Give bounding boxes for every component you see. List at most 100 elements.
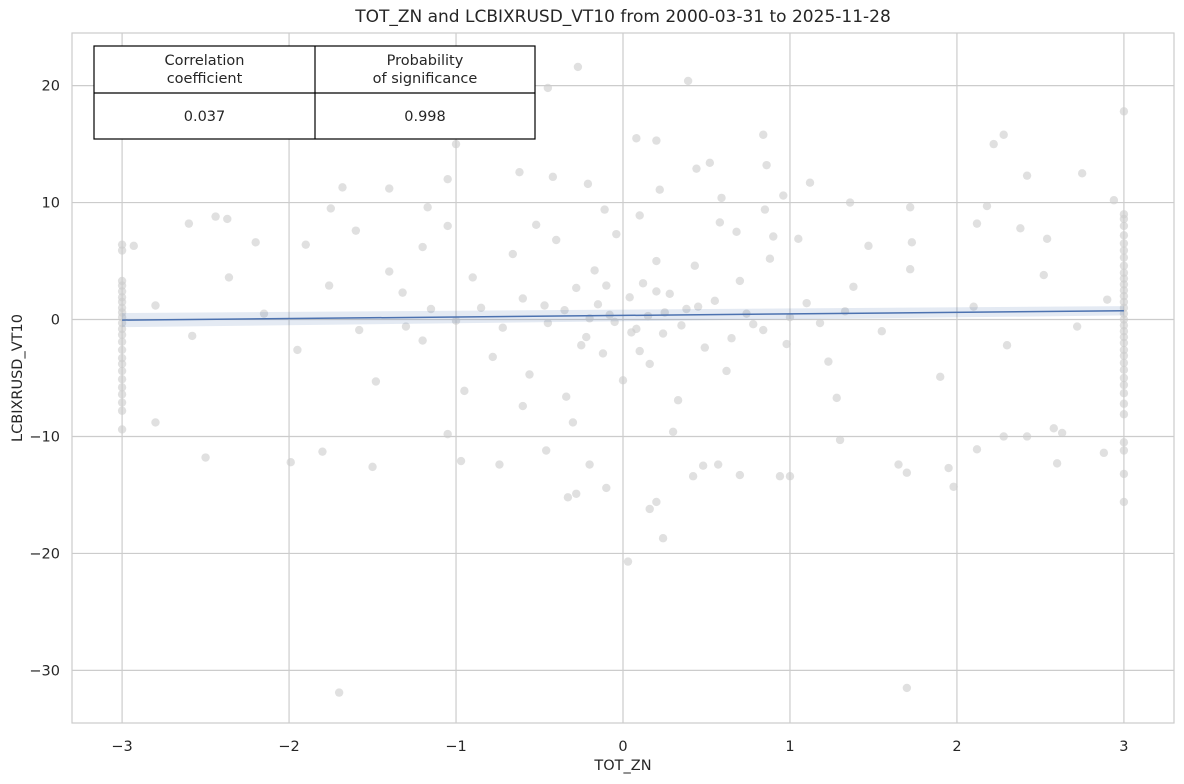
scatter-point [293, 345, 302, 355]
scatter-point [1119, 239, 1129, 248]
scatter-point [668, 427, 678, 436]
scatter-point [623, 557, 633, 566]
scatter-point [949, 482, 958, 491]
scatter-point [495, 460, 504, 469]
scatter-point [443, 174, 452, 184]
scatter-point [782, 339, 791, 349]
scatter-point [612, 229, 621, 239]
scatter-point [117, 366, 127, 376]
x-tick-label: 2 [952, 739, 961, 755]
y-tick-label: −10 [29, 429, 60, 445]
scatter-point [117, 281, 127, 290]
scatter-point [1119, 221, 1129, 231]
scatter-point [488, 352, 497, 362]
scatter-point [540, 301, 549, 310]
scatter-point [451, 316, 461, 325]
scatter-point [1103, 295, 1112, 304]
scatter-point [652, 287, 661, 296]
x-tick-label: −3 [111, 739, 132, 755]
regression-fit [122, 306, 1124, 328]
scatter-point [972, 219, 982, 228]
scatter-point [1119, 399, 1129, 408]
scatter-point [775, 472, 785, 481]
stats-table: Correlation coefficient Probability of sign… [93, 45, 536, 140]
scatter-point [989, 139, 998, 149]
scatter-point [735, 276, 745, 286]
scatter-point [1119, 327, 1129, 336]
scatter-point [572, 489, 581, 498]
scatter-point [794, 234, 803, 244]
scatter-point [602, 281, 611, 290]
scatter-point [645, 504, 654, 514]
scatter-point [638, 279, 648, 288]
scatter-point [693, 302, 703, 311]
scatter-point [117, 312, 127, 322]
scatter-point [759, 325, 768, 335]
scatter-point [385, 267, 394, 276]
scatter-point [117, 297, 127, 307]
scatter-point [211, 212, 220, 221]
scatter-point [476, 303, 486, 313]
scatter-point [548, 172, 558, 182]
scatter-point [802, 298, 811, 308]
scatter-point [1119, 297, 1129, 307]
scatter-point [759, 130, 768, 139]
scatter-point [117, 345, 127, 355]
scatter-point [518, 401, 528, 411]
scatter-point [324, 281, 334, 290]
table-header: Correlation coefficient [165, 53, 245, 87]
scatter-point [583, 179, 593, 189]
scatter-point [1119, 351, 1129, 360]
scatter-point [982, 201, 992, 211]
scatter-point [1039, 270, 1048, 280]
scatter-point [117, 287, 127, 296]
scatter-point [201, 453, 210, 462]
y-tick-label: 0 [51, 313, 60, 329]
scatter-point [543, 83, 553, 93]
scatter-point [688, 472, 698, 481]
scatter-point [326, 204, 336, 213]
scatter-point [368, 462, 377, 472]
scatter-point [1016, 224, 1025, 233]
fit-line [122, 310, 1124, 321]
scatter-point [585, 460, 594, 469]
y-axis-label: LCBIXRUSD_VT10 [10, 314, 26, 442]
scatter-point [577, 341, 586, 350]
plot-frame [71, 32, 1175, 724]
scatter-point [188, 331, 197, 341]
scatter-point [426, 304, 436, 314]
scatter-point [815, 318, 825, 328]
scatter-point [518, 294, 528, 303]
table-value: 0.037 [184, 109, 226, 125]
scatter-point [1049, 424, 1058, 433]
scatter-point [635, 211, 644, 220]
scatter-point [652, 256, 661, 266]
scatter-point [418, 336, 427, 345]
scatter-point [1119, 309, 1129, 318]
x-tick-label: 3 [1119, 739, 1128, 755]
scatter-point [877, 327, 887, 336]
scatter-point [652, 497, 661, 507]
scatter-point [117, 318, 127, 328]
scatter-point [338, 183, 347, 192]
scatter-point [1119, 345, 1129, 355]
scatter-point [762, 160, 771, 170]
scatter-point [1119, 438, 1129, 447]
scatter-point [117, 359, 127, 369]
x-tick-label: 1 [785, 739, 794, 755]
scatter-point [117, 383, 127, 392]
scatter-point [590, 266, 599, 275]
scatter-point [864, 241, 873, 251]
scatter-point [117, 337, 127, 346]
scatter-point [1119, 358, 1129, 367]
scatter-point [682, 304, 691, 314]
scatter-point [593, 300, 603, 309]
scatter-point [805, 178, 815, 187]
scatter-point [351, 226, 361, 235]
scatter-point [690, 261, 699, 270]
scatter-point [627, 328, 636, 337]
scatter-point [1119, 365, 1129, 375]
scatter-point [451, 139, 461, 149]
